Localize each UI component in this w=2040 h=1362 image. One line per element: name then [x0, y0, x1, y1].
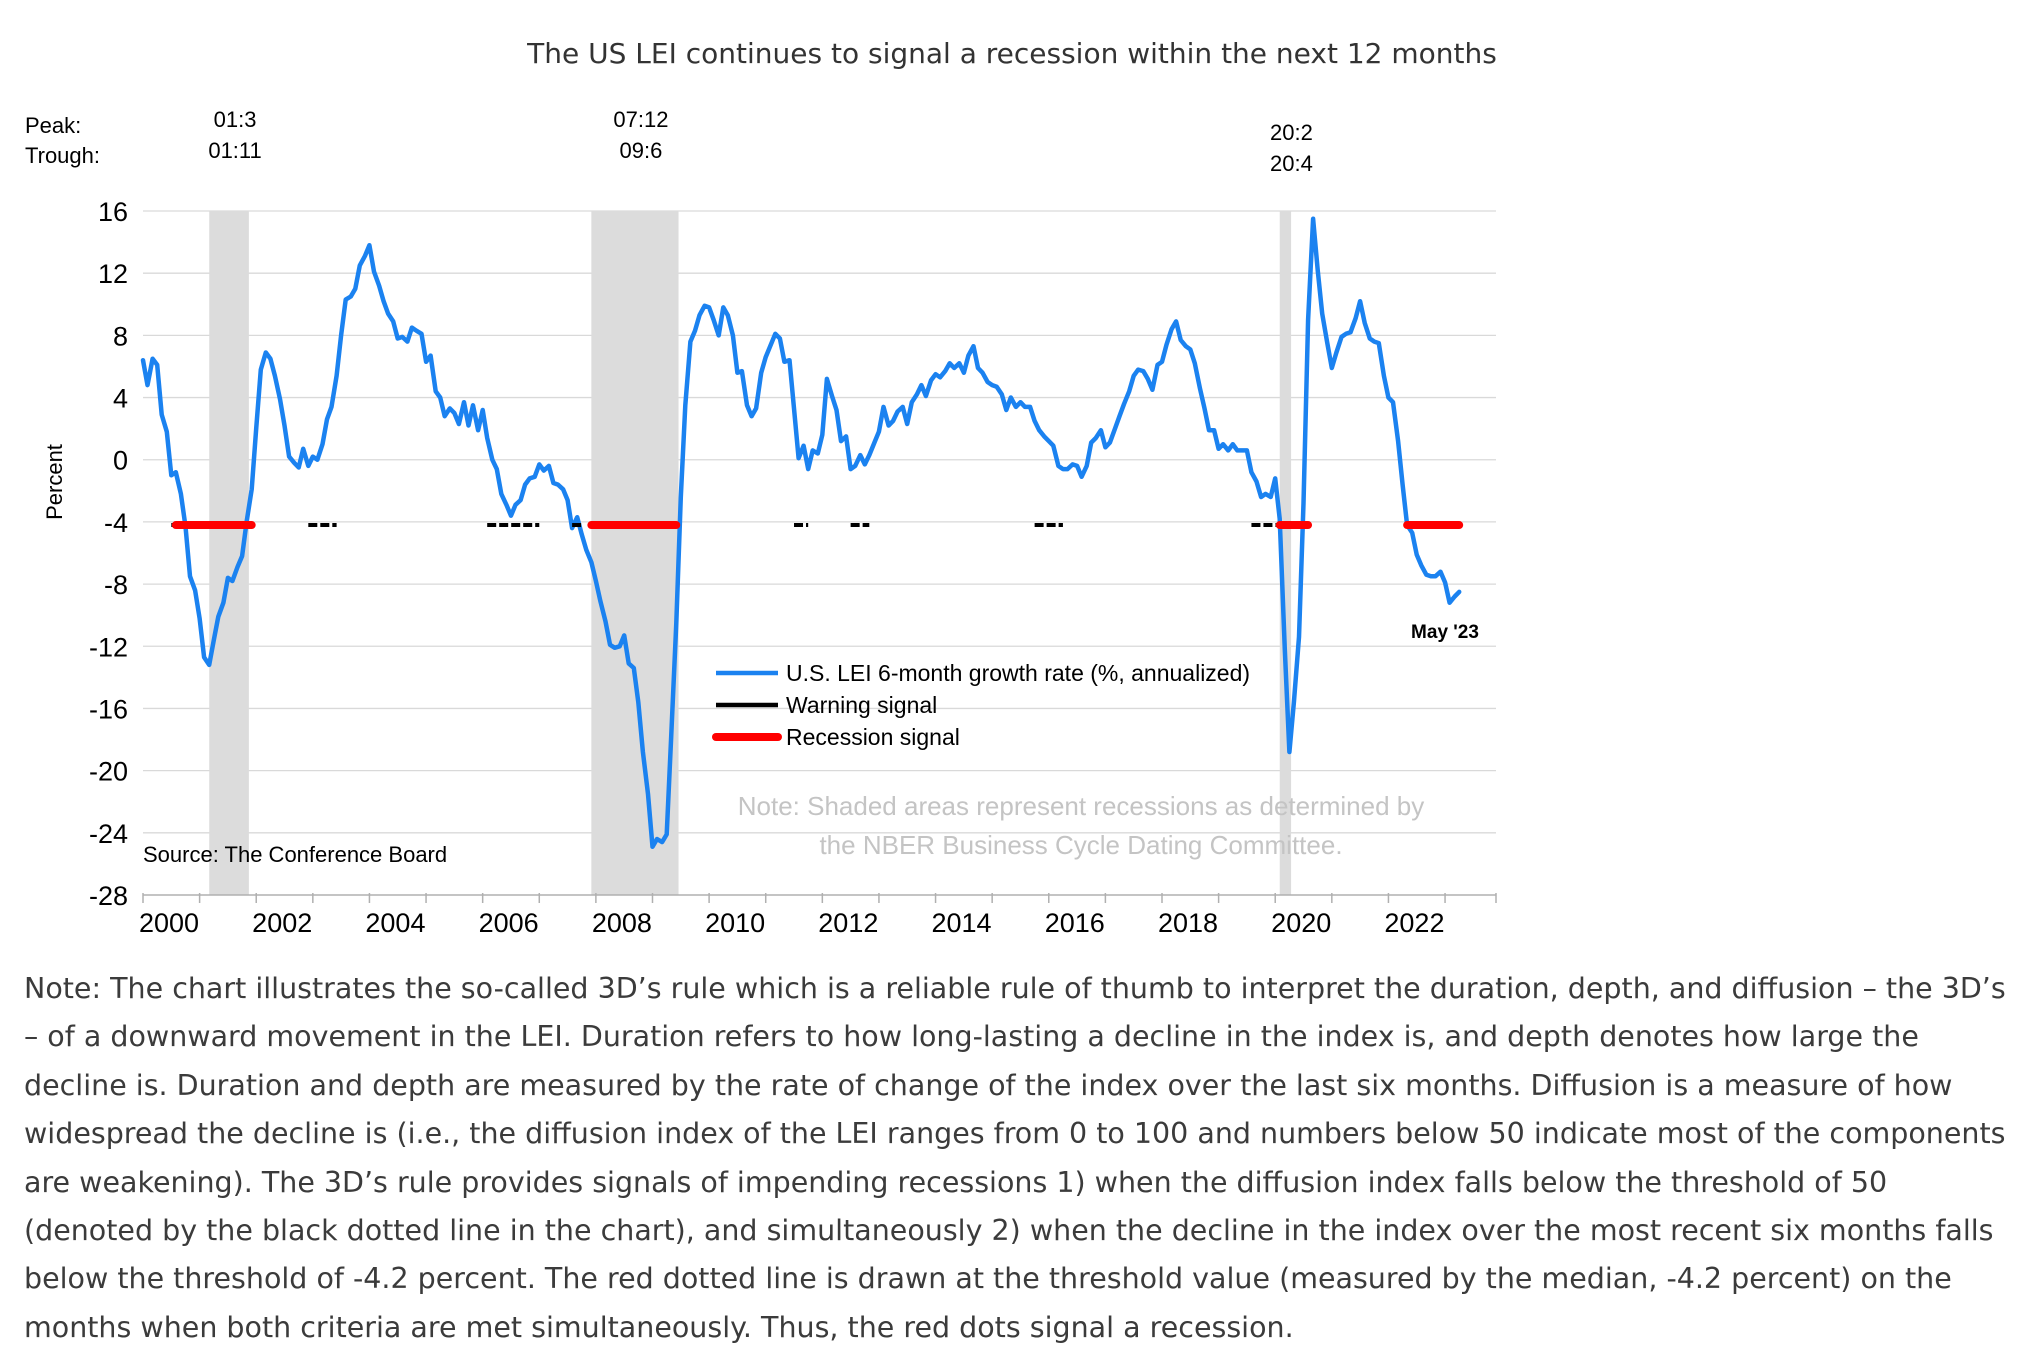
recession-trough-label: 20:4 [1270, 151, 1313, 176]
shading-note-line-2: the NBER Business Cycle Dating Committee… [819, 830, 1342, 860]
x-tick-label: 2014 [932, 908, 992, 938]
y-tick-label: -12 [89, 632, 128, 662]
chart-title: The US LEI continues to signal a recessi… [526, 37, 1497, 70]
y-tick-label: -16 [89, 694, 128, 724]
recession-band [1279, 211, 1292, 895]
x-tick-label: 2022 [1384, 908, 1444, 938]
legend-label-warning: Warning signal [786, 692, 937, 718]
x-tick-label: 2008 [592, 908, 652, 938]
trough-row-label: Trough: [25, 143, 100, 168]
recession-band [591, 211, 679, 895]
x-tick-label: 2000 [139, 908, 199, 938]
x-tick-label: 2002 [252, 908, 312, 938]
recession-peak-label: 07:12 [613, 107, 668, 132]
labels: 16 12 8 4 0 -4 -8 -12 -16 -20 -24 -28 01:3 01:11 07:12… [89, 107, 1445, 938]
x-tick-label: 2010 [705, 908, 765, 938]
x-tick-label: 2018 [1158, 908, 1218, 938]
x-tick-label: 2012 [818, 908, 878, 938]
y-axis-label: Percent [42, 444, 67, 520]
y-tick-label: 16 [98, 197, 128, 227]
y-tick-label: 8 [113, 321, 128, 351]
explanatory-note: Note: The chart illustrates the so-calle… [24, 972, 2006, 1344]
recession-trough-label: 09:6 [620, 138, 663, 163]
last-point-label: May '23 [1411, 622, 1479, 643]
y-tick-label: -24 [89, 819, 128, 849]
y-tick-label: -28 [89, 881, 128, 911]
y-tick-label: -8 [104, 570, 128, 600]
y-tick-label: -4 [104, 508, 128, 538]
legend-label-lei: U.S. LEI 6-month growth rate (%, annuali… [786, 660, 1250, 686]
y-tick-label: 4 [113, 384, 128, 414]
series [140, 216, 1462, 850]
source-label: Source: The Conference Board [143, 842, 447, 867]
lei-growth-line [140, 216, 1462, 850]
recession-trough-label: 01:11 [208, 138, 261, 163]
lei-chart: 16 12 8 4 0 -4 -8 -12 -16 -20 -24 -28 01:3 01:11 07:12… [25, 37, 1497, 938]
x-tick-label: 2020 [1271, 908, 1331, 938]
x-tick-label: 2016 [1045, 908, 1105, 938]
y-tick-label: 12 [98, 259, 128, 289]
legend: U.S. LEI 6-month growth rate (%, annuali… [712, 660, 1250, 750]
peak-row-label: Peak: [25, 113, 81, 138]
recession-peak-label: 01:3 [214, 107, 257, 132]
y-tick-label: 0 [113, 446, 128, 476]
x-tick-label: 2006 [479, 908, 539, 938]
recession-peak-label: 20:2 [1270, 120, 1313, 145]
shading-note-line-1: Note: Shaded areas represent recessions … [738, 791, 1425, 821]
x-tick-label: 2004 [365, 908, 425, 938]
axes [142, 893, 1497, 903]
gridlines [143, 210, 1496, 834]
legend-label-recession: Recession signal [786, 724, 960, 750]
y-tick-label: -20 [89, 757, 128, 787]
